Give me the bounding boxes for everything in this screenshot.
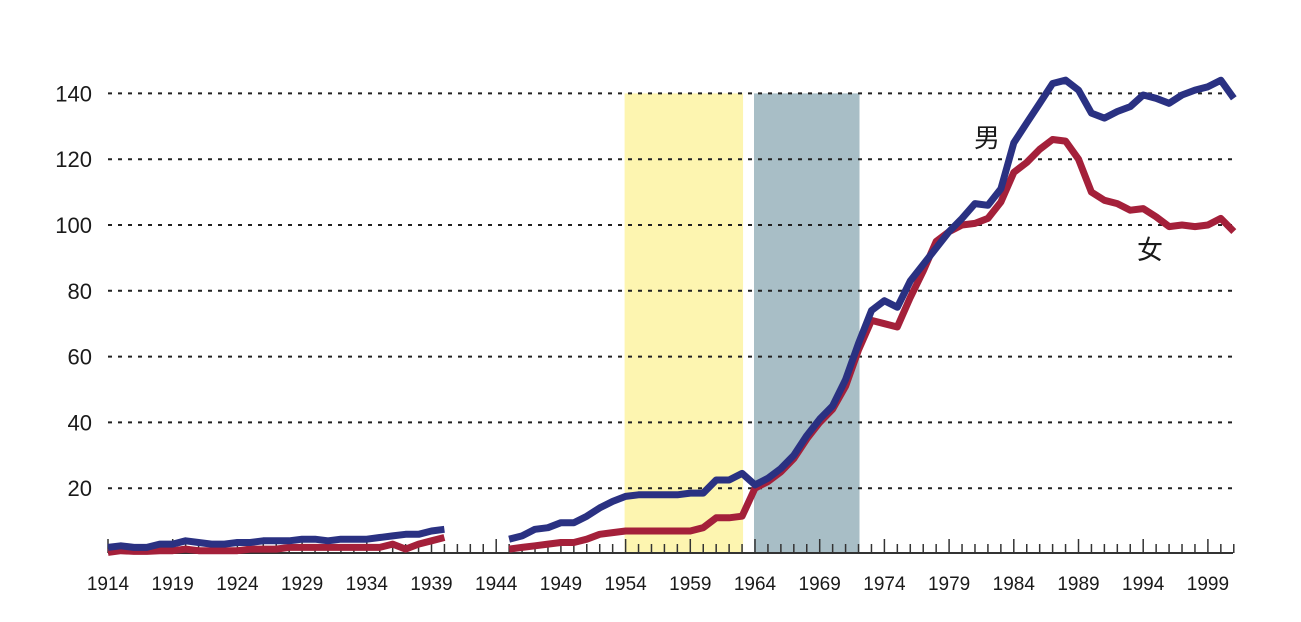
x-tick-label-1934: 1934 (346, 574, 389, 595)
x-tick-label-1929: 1929 (281, 574, 323, 595)
x-tick-label-1984: 1984 (993, 574, 1036, 595)
x-tick-label-1939: 1939 (410, 574, 452, 595)
series-label-male: 男 (974, 124, 1000, 154)
y-tick-label-20: 20 (68, 476, 92, 501)
x-tick-label-1989: 1989 (1057, 574, 1099, 595)
x-tick-label-1979: 1979 (928, 574, 970, 595)
shaded-band-period-2 (754, 93, 860, 555)
shaded-periods (624, 93, 860, 555)
series-lines (107, 76, 1237, 556)
x-tick-label-1959: 1959 (669, 574, 711, 595)
y-tick-label-100: 100 (55, 213, 92, 238)
x-tick-label-1919: 1919 (152, 574, 194, 595)
y-tick-label-140: 140 (55, 81, 92, 106)
series-line-male-segment-1 (107, 525, 445, 551)
x-tick-label-1974: 1974 (863, 574, 906, 595)
gridlines (108, 92, 1233, 490)
y-tick-label-40: 40 (68, 410, 92, 435)
x-tick-label-1944: 1944 (475, 574, 518, 595)
x-tick-label-1924: 1924 (216, 574, 259, 595)
series-line-female-segment-2 (508, 136, 1237, 553)
x-tick-label-1964: 1964 (734, 574, 777, 595)
series-line-female-segment-1 (107, 534, 446, 556)
x-tick-label-1954: 1954 (604, 574, 647, 595)
y-axis-tick-labels: 20 40 60 80 100 120 140 (55, 81, 92, 501)
y-tick-label-80: 80 (68, 279, 92, 304)
x-tick-label-1994: 1994 (1122, 574, 1165, 595)
series-label-female: 女 (1137, 236, 1163, 266)
x-tick-label-1914: 1914 (87, 574, 130, 595)
y-tick-label-60: 60 (68, 345, 92, 370)
series-line-male-segment-2 (508, 76, 1237, 543)
y-tick-label-120: 120 (55, 147, 92, 172)
x-tick-label-1949: 1949 (540, 574, 582, 595)
x-tick-label-1999: 1999 (1187, 574, 1229, 595)
x-tick-label-1969: 1969 (799, 574, 841, 595)
shaded-band-period-1 (624, 93, 744, 555)
